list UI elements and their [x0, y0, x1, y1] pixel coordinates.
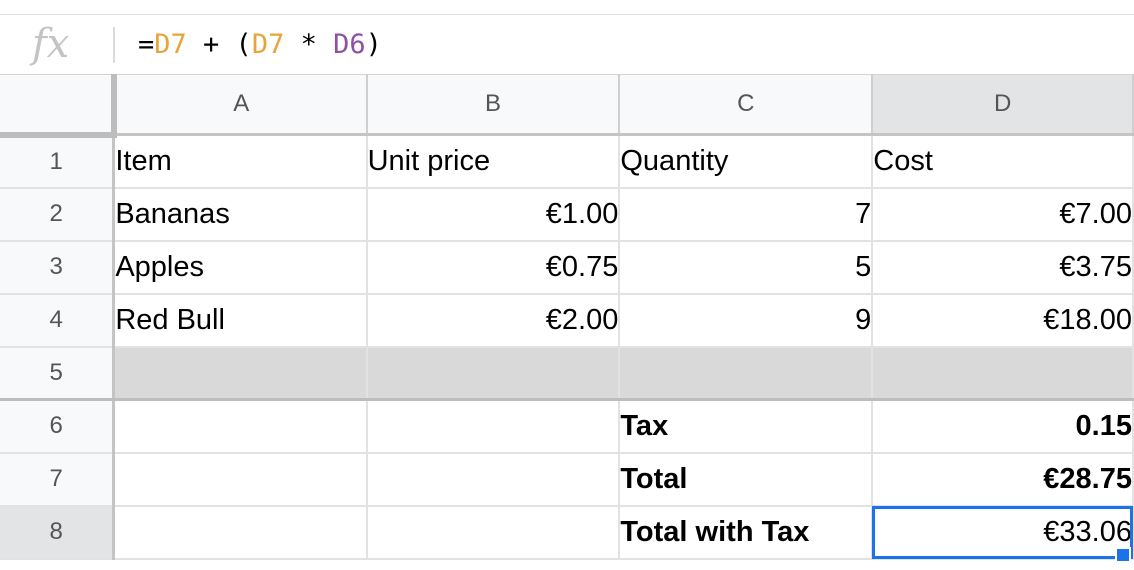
cell-b7[interactable]: [366, 452, 621, 507]
formula-token: + (: [186, 29, 252, 60]
cell-d8-selected[interactable]: €33.06: [872, 505, 1134, 560]
cell-a2[interactable]: Bananas: [113, 187, 368, 242]
cell-d5[interactable]: [872, 346, 1134, 401]
cell-a3[interactable]: Apples: [113, 240, 368, 295]
cell-d3[interactable]: €3.75: [872, 240, 1134, 295]
table-row: 3 Apples €0.75 5 €3.75: [0, 240, 1134, 295]
row-header-6[interactable]: 6: [0, 399, 116, 454]
cell-c4[interactable]: 9: [619, 293, 874, 348]
cell-c8[interactable]: Total with Tax: [619, 505, 874, 560]
cell-c7[interactable]: Total: [619, 452, 874, 507]
cell-d1[interactable]: Cost: [872, 134, 1134, 189]
table-row: 8 Total with Tax €33.06: [0, 505, 1134, 560]
formula-bar: fx =D7 + (D7 * D6): [0, 14, 1134, 75]
column-header-row: A B C D: [0, 74, 1134, 138]
formula-ref-d7: D7: [251, 29, 285, 60]
cell-d4[interactable]: €18.00: [872, 293, 1134, 348]
cell-b2[interactable]: €1.00: [366, 187, 621, 242]
cell-c1[interactable]: Quantity: [619, 134, 874, 189]
row-header-5[interactable]: 5: [0, 346, 116, 401]
formula-token: =: [138, 29, 155, 60]
cell-c5[interactable]: [619, 346, 874, 401]
cell-c2[interactable]: 7: [619, 187, 874, 242]
cell-b6[interactable]: [366, 399, 621, 454]
cell-b5[interactable]: [366, 346, 621, 401]
row-header-1[interactable]: 1: [0, 134, 116, 189]
row-header-3[interactable]: 3: [0, 240, 116, 295]
formula-divider: [113, 27, 115, 63]
cell-c3[interactable]: 5: [619, 240, 874, 295]
spreadsheet-grid: A B C D 1 Item Unit price Quantity Cost …: [0, 74, 1134, 560]
cell-d6[interactable]: 0.15: [872, 399, 1134, 454]
fx-icon: fx: [32, 21, 70, 67]
cell-a5[interactable]: [113, 346, 368, 401]
cell-b8[interactable]: [366, 505, 621, 560]
column-header-c[interactable]: C: [619, 74, 874, 136]
table-row: 4 Red Bull €2.00 9 €18.00: [0, 293, 1134, 348]
formula-token: *: [284, 29, 334, 60]
column-header-b[interactable]: B: [366, 74, 621, 136]
cell-a8[interactable]: [113, 505, 368, 560]
row-header-4[interactable]: 4: [0, 293, 116, 348]
table-row: 5: [0, 346, 1134, 401]
row-header-2[interactable]: 2: [0, 187, 116, 242]
formula-input[interactable]: =D7 + (D7 * D6): [138, 23, 382, 67]
formula-ref-d7: D7: [154, 29, 187, 60]
column-header-a[interactable]: A: [113, 74, 368, 136]
row-header-7[interactable]: 7: [0, 452, 116, 507]
table-row: 1 Item Unit price Quantity Cost: [0, 134, 1134, 189]
fill-handle[interactable]: [1115, 547, 1131, 563]
column-header-d[interactable]: D: [872, 74, 1134, 136]
select-all-corner[interactable]: [0, 74, 117, 138]
formula-token: ): [365, 29, 382, 60]
table-row: 7 Total €28.75: [0, 452, 1134, 507]
formula-ref-d6: D6: [333, 29, 366, 60]
row-header-8[interactable]: 8: [0, 505, 116, 560]
cell-b4[interactable]: €2.00: [366, 293, 621, 348]
cell-a7[interactable]: [113, 452, 368, 507]
table-row: 6 Tax 0.15: [0, 399, 1134, 454]
table-row: 2 Bananas €1.00 7 €7.00: [0, 187, 1134, 242]
cell-c6[interactable]: Tax: [619, 399, 874, 454]
cell-b3[interactable]: €0.75: [366, 240, 621, 295]
cell-b1[interactable]: Unit price: [366, 134, 621, 189]
cell-a4[interactable]: Red Bull: [113, 293, 368, 348]
cell-a6[interactable]: [113, 399, 368, 454]
cell-a1[interactable]: Item: [113, 134, 368, 189]
cell-d2[interactable]: €7.00: [872, 187, 1134, 242]
cell-d7[interactable]: €28.75: [872, 452, 1134, 507]
